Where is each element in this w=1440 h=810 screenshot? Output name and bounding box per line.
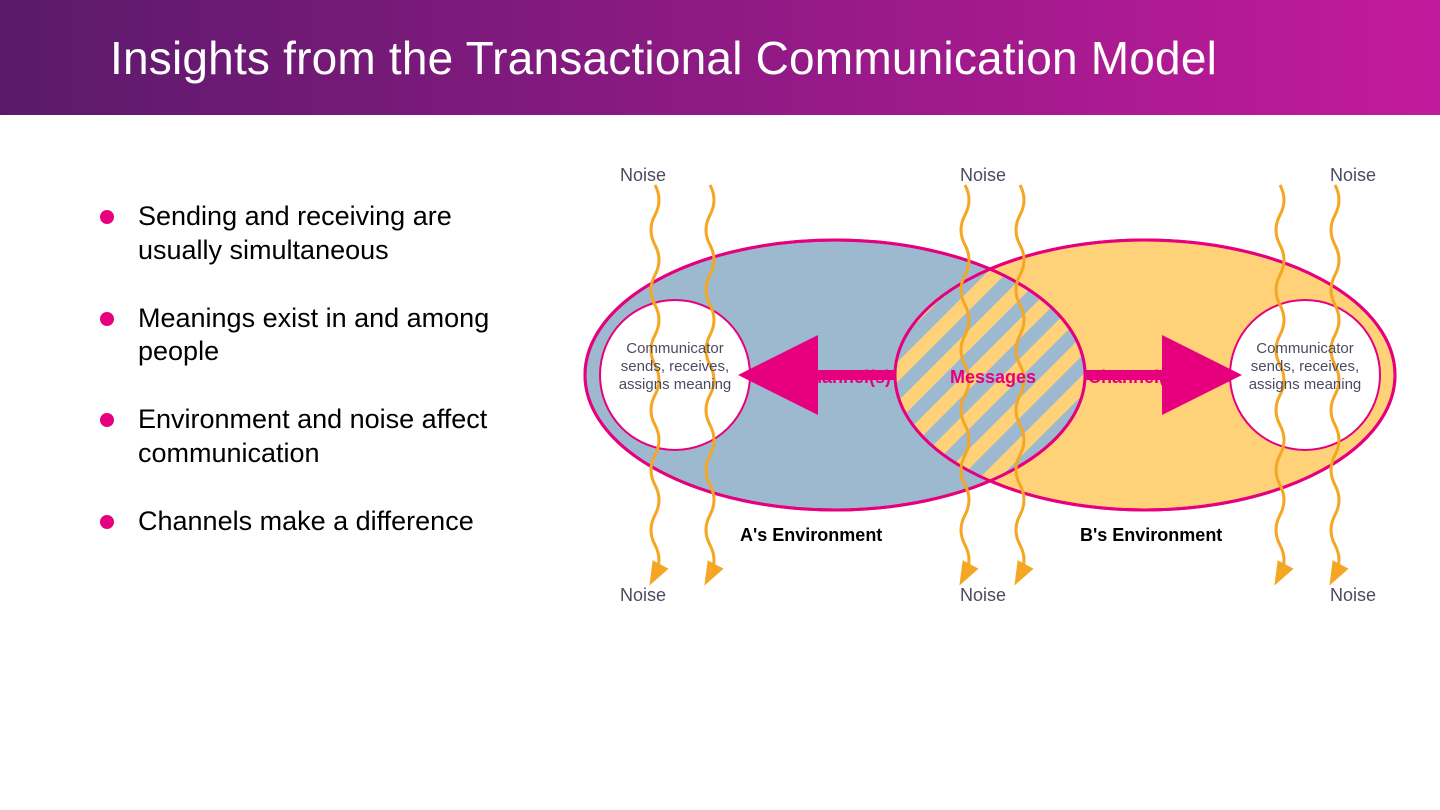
bullet-text: Channels make a difference bbox=[138, 505, 474, 539]
bullet-text: Meanings exist in and among people bbox=[138, 302, 530, 370]
slide-title: Insights from the Transactional Communic… bbox=[110, 31, 1217, 85]
bullet-dot-icon bbox=[100, 413, 114, 427]
noise-label-top-right: Noise bbox=[1330, 165, 1376, 186]
bullet-item: Meanings exist in and among people bbox=[100, 302, 530, 370]
bullet-list: Sending and receiving are usually simult… bbox=[100, 200, 530, 572]
noise-label-bottom-left: Noise bbox=[620, 585, 666, 606]
bullet-dot-icon bbox=[100, 312, 114, 326]
noise-label-top-center: Noise bbox=[960, 165, 1006, 186]
noise-label-bottom-center: Noise bbox=[960, 585, 1006, 606]
communicator-b-text: Communicator sends, receives, assigns me… bbox=[1245, 340, 1365, 394]
environment-b-label: B's Environment bbox=[1080, 525, 1222, 546]
content-area: Sending and receiving are usually simult… bbox=[0, 115, 1440, 810]
noise-label-top-left: Noise bbox=[620, 165, 666, 186]
bullet-item: Environment and noise affect communicati… bbox=[100, 403, 530, 471]
transactional-model-diagram: Noise Noise Noise Noise Noise Noise A's … bbox=[560, 165, 1420, 615]
title-bar: Insights from the Transactional Communic… bbox=[0, 0, 1440, 115]
slide: Insights from the Transactional Communic… bbox=[0, 0, 1440, 810]
channel-label-right: Channel(s) bbox=[1088, 367, 1181, 388]
noise-label-bottom-right: Noise bbox=[1330, 585, 1376, 606]
bullet-dot-icon bbox=[100, 515, 114, 529]
channel-label-left: Channel(s) bbox=[798, 367, 891, 388]
environment-a-label: A's Environment bbox=[740, 525, 882, 546]
messages-label: Messages bbox=[950, 367, 1036, 388]
bullet-item: Channels make a difference bbox=[100, 505, 530, 539]
bullet-text: Environment and noise affect communicati… bbox=[138, 403, 530, 471]
communicator-a-text: Communicator sends, receives, assigns me… bbox=[615, 340, 735, 394]
bullet-item: Sending and receiving are usually simult… bbox=[100, 200, 530, 268]
bullet-text: Sending and receiving are usually simult… bbox=[138, 200, 530, 268]
bullet-dot-icon bbox=[100, 210, 114, 224]
